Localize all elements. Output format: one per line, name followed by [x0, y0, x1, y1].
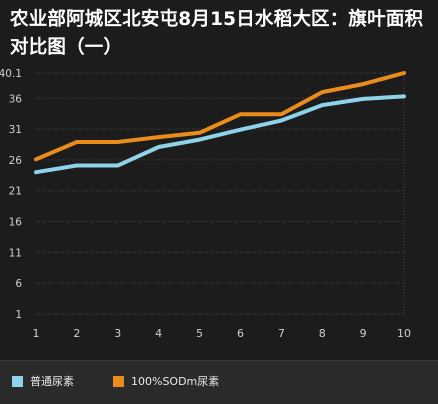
y-tick-label: 40.1: [0, 68, 22, 80]
y-tick-label: 1: [15, 309, 22, 321]
x-tick-label: 6: [237, 327, 244, 340]
series-line-1: [34, 71, 406, 162]
y-tick-label: 6: [15, 278, 22, 290]
gridlines: [36, 72, 405, 315]
y-tick-label: 21: [9, 186, 22, 198]
x-tick-label: 3: [114, 327, 121, 340]
series-lines: [34, 71, 406, 175]
x-tick-label: 5: [196, 327, 203, 340]
y-tick-label: 36: [9, 93, 23, 105]
x-tick-label: 9: [360, 327, 367, 340]
legend-swatch-0: [12, 375, 23, 387]
legend-label-0: 普通尿素: [30, 375, 74, 388]
y-tick-label: 31: [9, 124, 22, 136]
y-tick-label: 26: [9, 155, 23, 167]
x-tick-label: 7: [278, 327, 285, 340]
x-tick-label: 2: [73, 327, 80, 340]
series-line-0: [34, 94, 406, 175]
y-tick-label: 16: [9, 217, 23, 229]
x-tick-label: 10: [397, 327, 411, 340]
x-tick-label: 4: [155, 327, 162, 340]
x-tick-label: 8: [319, 327, 326, 340]
legend-item-1: 100%SODm尿素: [113, 373, 219, 389]
chart-title: 农业部阿城区北安屯8月15日水稻大区：旗叶面积对比图（一）: [10, 9, 424, 58]
x-axis-tick-labels: 1 2 3 4 5 6 7 8 9 10: [33, 327, 412, 340]
legend: 普通尿素 100%SODm尿素: [0, 360, 438, 404]
legend-item-0: 普通尿素: [12, 373, 74, 389]
x-tick-label: 1: [33, 327, 40, 340]
legend-label-1: 100%SODm尿素: [131, 375, 220, 388]
legend-swatch-1: [113, 375, 124, 387]
y-tick-label: 11: [9, 247, 22, 259]
